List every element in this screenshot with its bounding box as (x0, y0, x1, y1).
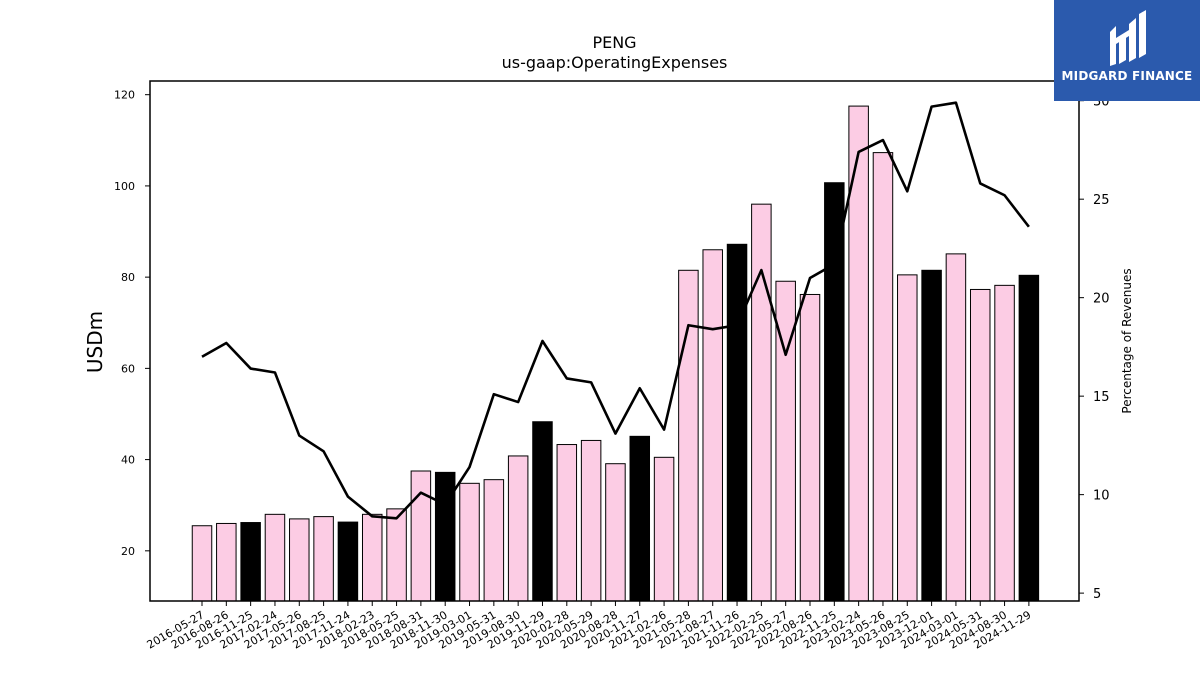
bar (264, 513, 286, 602)
bar (337, 521, 359, 602)
bar (897, 274, 918, 602)
y2-tick-label: 25 (1093, 193, 1110, 208)
y2-tick-label: 5 (1093, 587, 1101, 602)
bar (459, 482, 480, 602)
chart-title: PENG (592, 33, 636, 52)
brand-name: MIDGARD FINANCE (1061, 69, 1193, 83)
bar (410, 470, 432, 602)
bar (872, 152, 894, 602)
bar (702, 249, 723, 602)
bar (921, 269, 942, 602)
bar (629, 435, 651, 602)
bar (824, 182, 845, 602)
bar (580, 439, 602, 602)
bar (751, 203, 772, 602)
chart-subtitle: us-gaap:OperatingExpenses (502, 53, 728, 72)
bar (532, 421, 553, 602)
y-tick-label: 40 (121, 454, 135, 467)
bar (969, 288, 991, 602)
y2-axis-label: Percentage of Revenues (1120, 268, 1134, 413)
plot-frame (149, 80, 1080, 602)
bar (386, 508, 407, 602)
bar (507, 455, 529, 602)
bar (361, 513, 383, 602)
bar (605, 463, 626, 602)
y2-tick-label: 10 (1093, 489, 1110, 504)
bar (191, 525, 213, 602)
series-line (201, 101, 1030, 520)
brand-logo: MIDGARD FINANCE (1054, 0, 1200, 101)
y-tick-label: 80 (121, 271, 135, 284)
y-axis-label: USDm (83, 311, 107, 373)
bar (483, 479, 505, 602)
bar (216, 522, 237, 602)
y-tick-label: 120 (114, 89, 135, 102)
y2-tick-label: 15 (1093, 390, 1110, 405)
bar (1018, 274, 1040, 602)
bar (240, 522, 261, 602)
bar (653, 456, 675, 602)
bar (313, 516, 334, 602)
bar (799, 293, 821, 602)
y2-tick-label: 20 (1093, 292, 1110, 307)
bar (289, 518, 310, 602)
midgard-logo-icon (1110, 10, 1146, 66)
bar (678, 269, 699, 602)
y-tick-label: 100 (114, 180, 135, 193)
bar (994, 284, 1015, 602)
bar (726, 243, 748, 602)
y-tick-label: 20 (121, 545, 135, 558)
bar (945, 253, 967, 602)
y-tick-label: 60 (121, 362, 135, 375)
bar (556, 444, 578, 602)
